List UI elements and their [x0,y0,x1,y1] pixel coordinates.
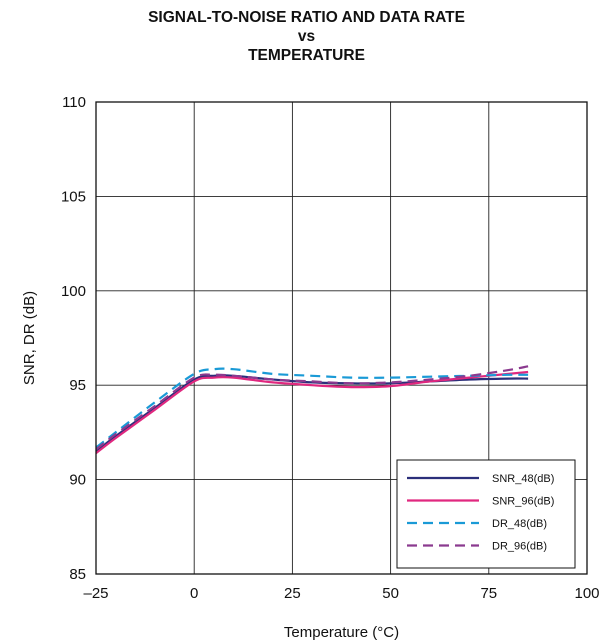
legend: SNR_48(dB) SNR_96(dB) DR_48(dB) DR_96(dB) [396,459,576,569]
y-tick-label: 85 [69,566,86,583]
legend-label: SNR_96(dB) [492,496,554,508]
series-layer [95,365,529,455]
legend-label: DR_96(dB) [492,541,547,553]
x-tick-label: 100 [574,585,599,602]
y-axis-label: SNR, DR (dB) [21,291,38,385]
x-tick-label: 0 [190,585,198,602]
chart-title-line-1: SIGNAL-TO-NOISE RATIO AND DATA RATE [148,9,465,26]
chart-title: SIGNAL-TO-NOISE RATIO AND DATA RATE vs T… [0,8,613,65]
plot-frame [95,101,588,575]
y-tick-label: 95 [69,377,86,394]
series-line-snr-96-db [95,370,529,455]
chart-title-line-3: TEMPERATURE [248,47,365,64]
x-axis-label: Temperature (°C) [284,624,399,641]
series-line-snr-48-db [95,374,529,453]
x-tick-label: –25 [83,585,108,602]
y-tick-label: 100 [61,283,86,300]
tick-layer: –25 0 25 50 75 100 85 90 95 100 105 110 [61,94,600,602]
y-tick-label: 110 [62,94,86,111]
x-tick-label: 50 [382,585,399,602]
legend-label: SNR_48(dB) [492,473,554,485]
legend-label: DR_48(dB) [492,518,547,530]
x-tick-label: 25 [284,585,301,602]
y-tick-label: 90 [69,472,86,489]
x-tick-label: 75 [480,585,497,602]
chart-title-line-2: vs [297,28,316,45]
y-tick-label: 105 [61,188,86,205]
